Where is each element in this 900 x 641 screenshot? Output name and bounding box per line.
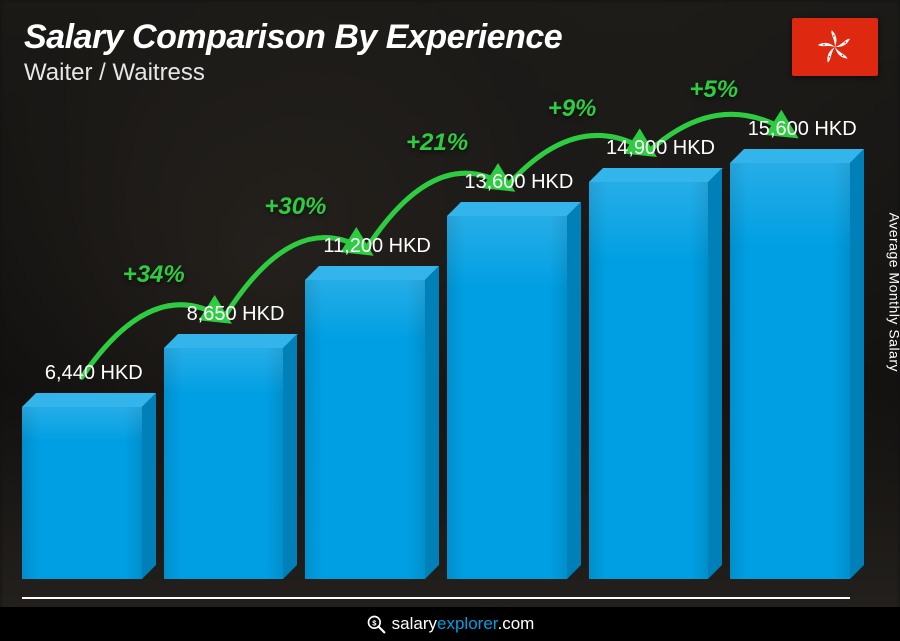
bar-side-face	[708, 168, 722, 579]
hong-kong-flag	[792, 18, 878, 76]
bar-front	[164, 348, 284, 579]
y-axis-label: Average Monthly Salary	[886, 212, 900, 371]
delta-percent-label: +9%	[548, 95, 597, 123]
bar-top-face	[305, 266, 439, 280]
chart-title: Salary Comparison By Experience	[24, 18, 562, 57]
header: Salary Comparison By Experience Waiter /…	[24, 18, 562, 87]
magnifier-dollar-icon: $	[366, 614, 386, 634]
svg-text:$: $	[372, 618, 377, 627]
bar	[305, 280, 425, 579]
footer-brand-accent: explorer	[437, 614, 497, 633]
x-axis-line	[22, 597, 850, 599]
bar-chart: 6,440 HKD8,650 HKD11,200 HKD13,600 HKD14…	[22, 139, 850, 579]
bar-top-face	[22, 393, 156, 407]
footer-bar: $ salaryexplorer.com	[0, 607, 900, 641]
bar-slot: 14,900 HKD	[589, 139, 709, 579]
bar	[164, 348, 284, 579]
bar-front	[589, 182, 709, 579]
bar-value-label: 11,200 HKD	[293, 235, 461, 258]
bar-side-face	[283, 334, 297, 579]
bar-front	[447, 216, 567, 579]
footer-logo: $ salaryexplorer.com	[366, 614, 535, 634]
bar-front	[730, 163, 850, 579]
bar	[589, 182, 709, 579]
bar-side-face	[425, 266, 439, 579]
footer-brand-suffix: .com	[498, 614, 535, 633]
delta-percent-label: +34%	[123, 261, 185, 289]
bar-top-face	[730, 149, 864, 163]
bar-side-face	[567, 202, 581, 579]
footer-text: salaryexplorer.com	[392, 614, 535, 634]
bar	[447, 216, 567, 579]
bar-top-face	[447, 202, 581, 216]
bar-slot: 15,600 HKD	[730, 139, 850, 579]
bar-side-face	[850, 149, 864, 579]
bar-front	[22, 407, 142, 579]
delta-percent-label: +30%	[264, 193, 326, 221]
bar	[22, 407, 142, 579]
delta-percent-label: +21%	[406, 129, 468, 157]
bar-value-label: 13,600 HKD	[435, 171, 603, 194]
bauhinia-icon	[815, 27, 855, 67]
bar-value-label: 6,440 HKD	[10, 362, 178, 385]
bar-top-face	[589, 168, 723, 182]
footer-brand-prefix: salary	[392, 614, 437, 633]
bar-slot: 13,600 HKD	[447, 139, 567, 579]
delta-percent-label: +5%	[689, 76, 738, 104]
bar-value-label: 8,650 HKD	[152, 303, 320, 326]
bar	[730, 163, 850, 579]
bar-top-face	[164, 334, 298, 348]
bar-side-face	[142, 393, 156, 579]
bar-slot: 6,440 HKD	[22, 139, 142, 579]
bar-front	[305, 280, 425, 579]
content-layer: Salary Comparison By Experience Waiter /…	[0, 0, 900, 641]
bar-value-label: 15,600 HKD	[718, 118, 886, 141]
